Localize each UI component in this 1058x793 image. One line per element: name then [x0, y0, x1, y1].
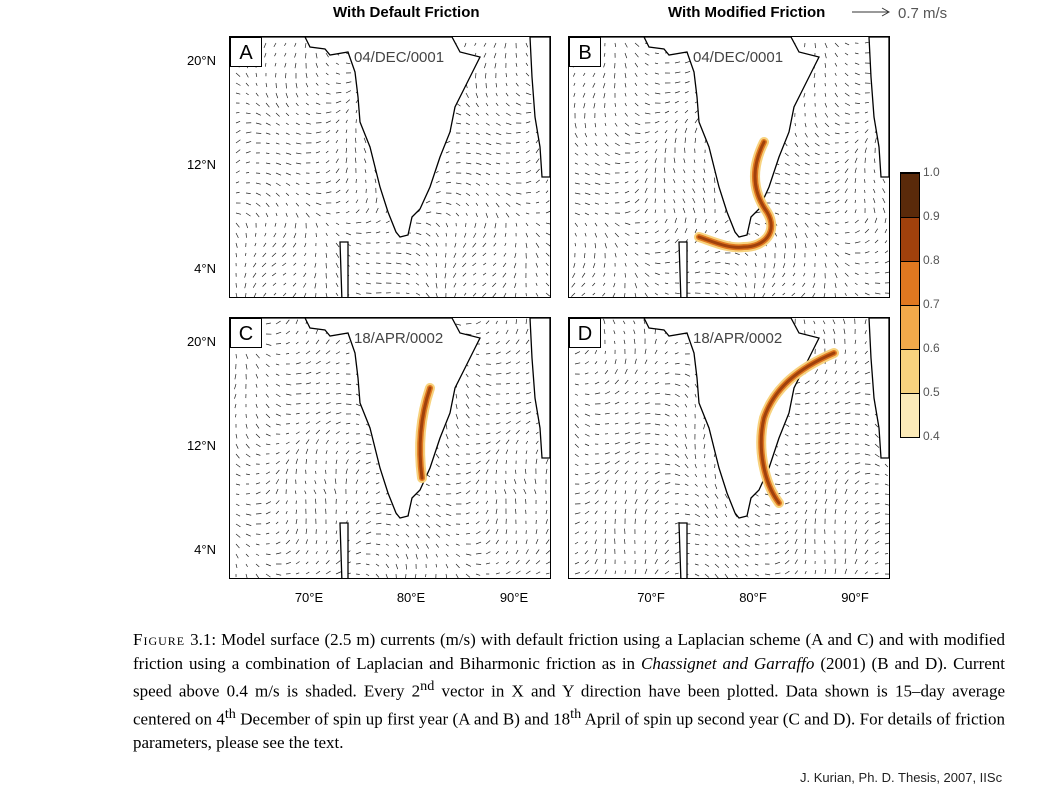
x-tick-label: 70°E: [294, 590, 324, 605]
colorbar-label: 0.7: [923, 297, 940, 311]
x-tick-label: 80°E: [396, 590, 426, 605]
panel-label: A: [230, 37, 262, 67]
left-title: With Default Friction: [333, 4, 480, 21]
x-tick-label: 70°F: [637, 590, 665, 605]
panel-label: D: [569, 318, 601, 348]
y-tick-label: 4°N: [194, 261, 216, 276]
current-vector-field: [230, 318, 550, 578]
caption-text: December of spin up: [240, 709, 383, 729]
current-vector-field: [569, 37, 889, 297]
colorbar-segment: [901, 261, 919, 305]
panel-c: C 18/APR/0002: [229, 317, 551, 579]
figure-label: Figure: [133, 630, 186, 649]
y-tick-label: 12°N: [186, 157, 216, 172]
colorbar-label: 0.6: [923, 341, 940, 355]
caption-text: Model surface (2.5 m) currents (m/s) wit…: [221, 630, 801, 649]
y-tick-label: 12°N: [186, 438, 216, 453]
colorbar-label: 0.8: [923, 253, 940, 267]
right-title: With Modified Friction: [668, 4, 826, 21]
panel-date: 04/DEC/0001: [693, 49, 784, 66]
panel-label: B: [569, 37, 601, 67]
colorbar-label: 1.0: [923, 165, 940, 179]
colorbar-segment: [901, 173, 919, 217]
caption-text: please see the text.: [216, 733, 344, 753]
caption-text: (2001) (B and D). Current speed above 0.…: [133, 653, 1005, 701]
citation: Chassignet and Garraffo: [641, 653, 815, 673]
panel-label: C: [230, 318, 262, 348]
colorbar: [900, 172, 920, 438]
x-tick-label: 90°F: [841, 590, 869, 605]
colorbar-label: 0.5: [923, 385, 940, 399]
colorbar-segment: [901, 217, 919, 261]
current-vector-field: [230, 37, 550, 297]
panel-d: D 18/APR/0002: [568, 317, 890, 579]
superscript: nd: [420, 678, 435, 694]
colorbar-segment: [901, 305, 919, 349]
colorbar-label: 0.9: [923, 209, 940, 223]
x-tick-label: 80°F: [739, 590, 767, 605]
y-tick-label: 20°N: [186, 53, 216, 68]
caption-text: vector in: [441, 681, 505, 701]
colorbar-label: 0.4: [923, 429, 940, 443]
panel-date: 18/APR/0002: [354, 330, 444, 347]
panel-date: 18/APR/0002: [693, 330, 783, 347]
reference-arrow-icon: [852, 7, 891, 17]
colorbar-segment: [901, 393, 919, 437]
colorbar-segment: [901, 349, 919, 393]
x-tick-label: 90°E: [499, 590, 529, 605]
caption-text: first year (A and B) and 18: [387, 709, 571, 729]
reference-vector-label: 0.7 m/s: [898, 5, 948, 22]
current-vector-field: [569, 318, 889, 578]
panel-date: 04/DEC/0001: [354, 49, 445, 66]
panel-b: B 04/DEC/0001: [568, 36, 890, 298]
y-tick-label: 4°N: [194, 542, 216, 557]
caption-text: X and Y direction have been plotted. Dat…: [133, 681, 1006, 729]
figure-number: 3.1:: [190, 630, 217, 649]
figure-caption: Figure 3.1: Model surface (2.5 m) curren…: [133, 628, 1005, 755]
source-credit: J. Kurian, Ph. D. Thesis, 2007, IISc: [800, 770, 1003, 785]
y-tick-label: 20°N: [186, 334, 216, 349]
superscript: th: [570, 706, 582, 723]
caption-text: (A and C) and with modified friction usi…: [133, 630, 1006, 673]
panel-a: A 04/DEC/0001: [229, 36, 551, 298]
superscript: th: [224, 706, 236, 723]
caption-text: April of spin up second year (C and D). …: [133, 709, 1006, 753]
